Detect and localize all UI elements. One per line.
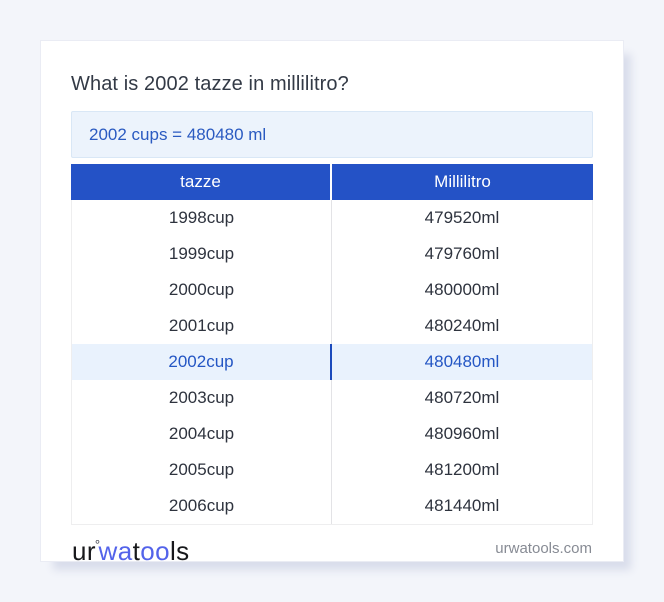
- conversion-result-box: 2002 cups = 480480 ml: [71, 111, 593, 158]
- logo-text-blue: wa: [98, 536, 133, 566]
- website-url-text: urwatools.com: [495, 539, 592, 557]
- page-title: What is 2002 tazze in millilitro?: [71, 73, 349, 95]
- cell-tazze-highlighted[interactable]: 2002cup: [72, 344, 332, 380]
- cell-tazze: 2000cup: [72, 272, 332, 308]
- urwatools-logo[interactable]: ur°watools: [72, 532, 190, 564]
- cell-tazze: 1999cup: [72, 236, 332, 272]
- cell-millilitro: 479520ml: [424, 208, 500, 227]
- cell-millilitro-highlighted[interactable]: 480480ml: [424, 352, 500, 371]
- table-header-tazze: tazze: [71, 164, 332, 200]
- logo-text-dark: ls: [169, 536, 190, 566]
- logo-degree-icon: °: [94, 537, 101, 552]
- cell-millilitro: 481440ml: [424, 496, 500, 515]
- conversion-result-text: 2002 cups = 480480 ml: [89, 124, 267, 144]
- cell-millilitro: 480960ml: [424, 424, 500, 443]
- table-row: 2006cup 481440ml: [72, 488, 592, 524]
- table-row: 1998cup 479520ml: [72, 200, 592, 236]
- table-row: 2004cup 480960ml: [72, 416, 592, 452]
- cell-tazze: 2006cup: [72, 488, 332, 524]
- cell-tazze: 2001cup: [72, 308, 332, 344]
- table-row: 2003cup 480720ml: [72, 380, 592, 416]
- logo-text-blue: oo: [140, 536, 170, 566]
- table-row: 2005cup 481200ml: [72, 452, 592, 488]
- cell-tazze: 2003cup: [72, 380, 332, 416]
- table-row: 2000cup 480000ml: [72, 272, 592, 308]
- card-footer: ur°watools urwatools.com: [71, 532, 593, 564]
- cell-millilitro: 480720ml: [424, 388, 500, 407]
- table-row-highlighted[interactable]: 2002cup 480480ml: [72, 344, 592, 380]
- cell-millilitro: 480240ml: [424, 316, 500, 335]
- cell-tazze: 2005cup: [72, 452, 332, 488]
- table-body: 1998cup 479520ml 1999cup 479760ml 2000cu…: [71, 200, 593, 525]
- table-header-millilitro: Millilitro: [434, 172, 491, 191]
- cell-tazze: 2004cup: [72, 416, 332, 452]
- cell-millilitro: 479760ml: [424, 244, 500, 263]
- cell-tazze: 1998cup: [72, 200, 332, 236]
- table-header-row: tazze Millilitro: [71, 164, 593, 200]
- logo-text-dark: ur: [72, 536, 96, 566]
- converter-card: What is 2002 tazze in millilitro? 2002 c…: [40, 40, 624, 564]
- cell-millilitro: 481200ml: [424, 460, 500, 479]
- table-row: 2001cup 480240ml: [72, 308, 592, 344]
- table-row: 1999cup 479760ml: [72, 236, 592, 272]
- conversion-table: tazze Millilitro 1998cup 479520ml 1999cu…: [71, 164, 593, 525]
- logo-text-dark: t: [132, 536, 141, 566]
- cell-millilitro: 480000ml: [424, 280, 500, 299]
